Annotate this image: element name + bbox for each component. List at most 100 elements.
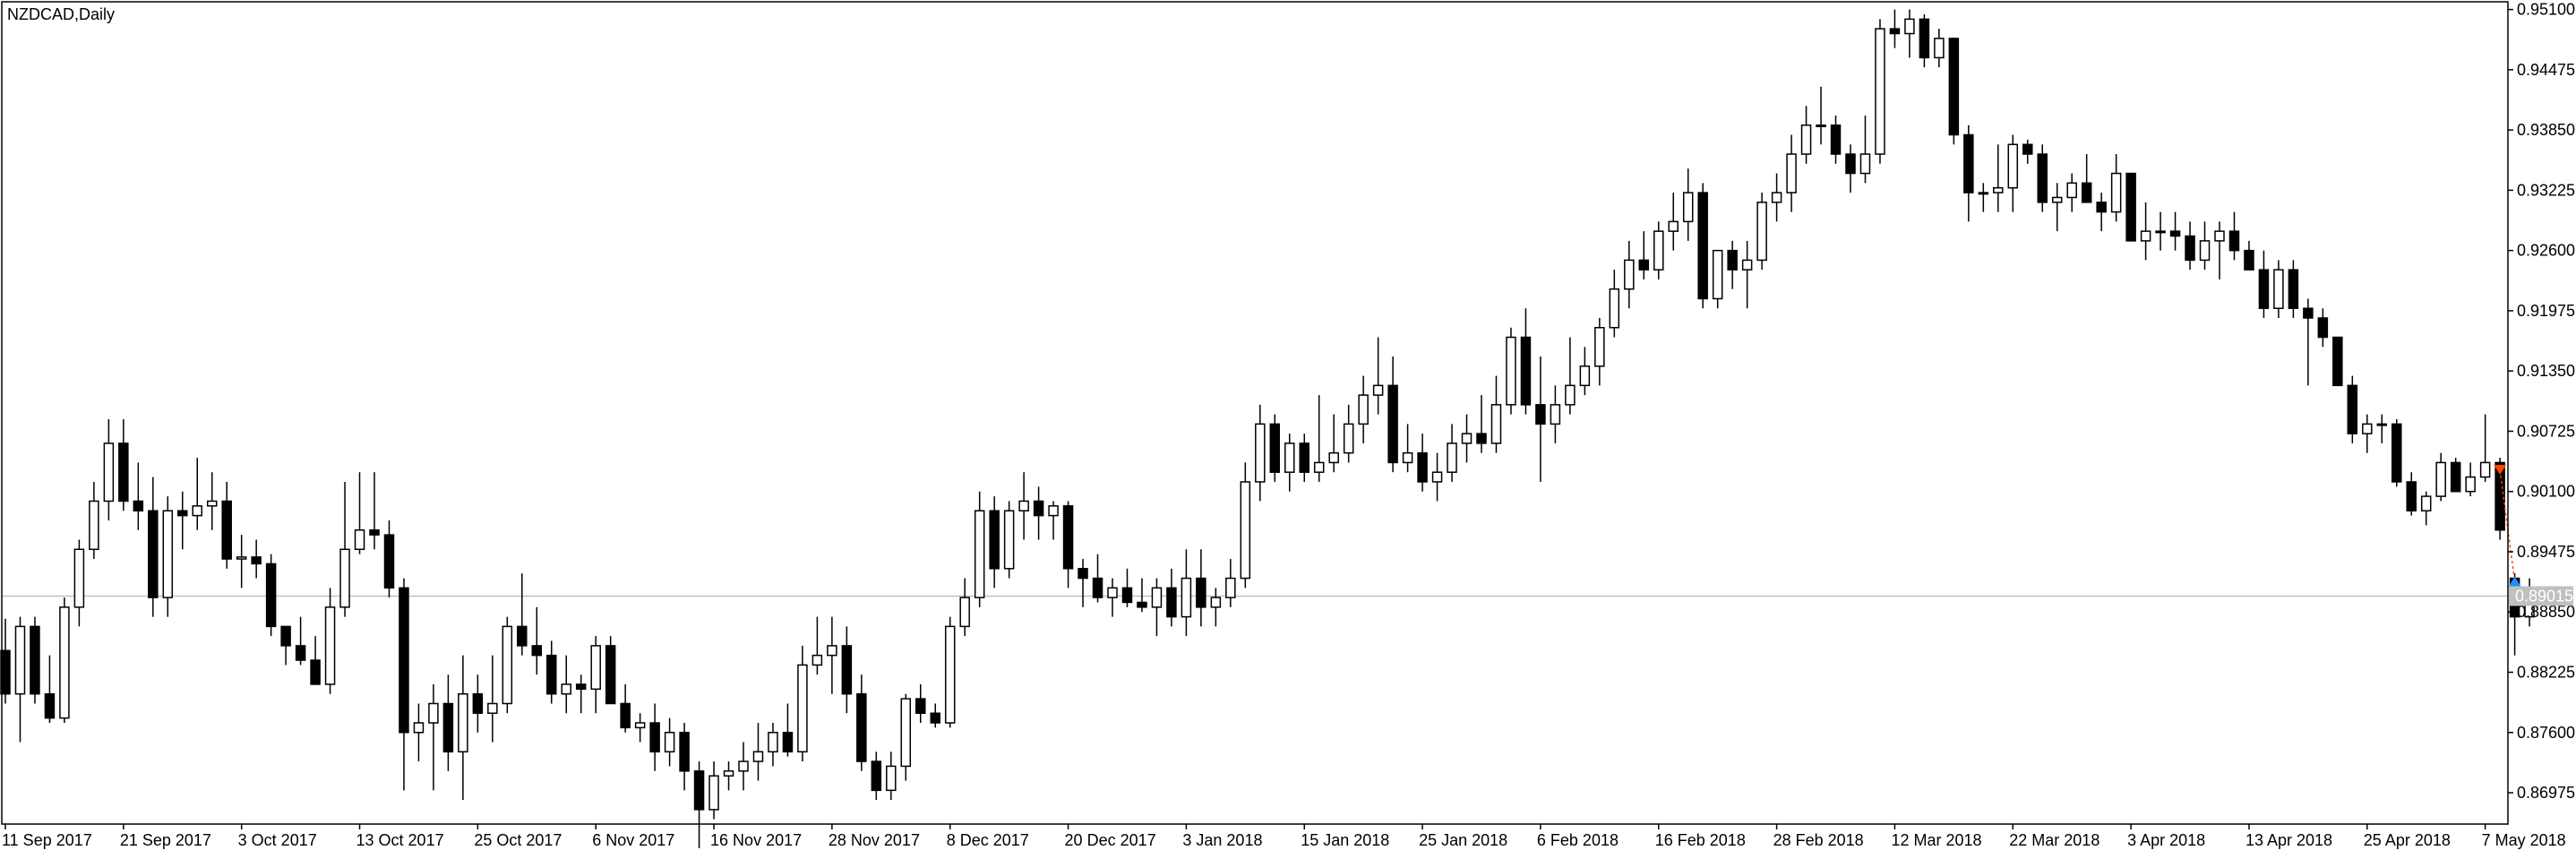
candle[interactable]: [1107, 578, 1118, 617]
candle[interactable]: [1859, 115, 1871, 184]
candle[interactable]: [1225, 559, 1236, 607]
candle[interactable]: [1875, 19, 1885, 164]
candle[interactable]: [2465, 462, 2476, 497]
candle[interactable]: [811, 616, 823, 675]
buy-arrow-icon[interactable]: [2508, 576, 2521, 587]
candle[interactable]: [2140, 202, 2151, 261]
candle[interactable]: [1609, 270, 1620, 338]
candle[interactable]: [1682, 168, 1694, 241]
candle[interactable]: [531, 606, 543, 675]
candle[interactable]: [44, 655, 56, 723]
candle[interactable]: [295, 616, 306, 666]
candle[interactable]: [2450, 458, 2461, 493]
candle[interactable]: [1240, 462, 1251, 588]
candle[interactable]: [723, 761, 734, 791]
candle[interactable]: [2110, 154, 2122, 222]
candle[interactable]: [1092, 554, 1103, 603]
candle[interactable]: [103, 418, 115, 520]
candle[interactable]: [1166, 568, 1177, 627]
candle[interactable]: [2007, 134, 2019, 212]
candle[interactable]: [782, 703, 794, 757]
candle[interactable]: [974, 491, 985, 607]
candle[interactable]: [1358, 375, 1369, 443]
candle[interactable]: [1919, 13, 1930, 68]
candle[interactable]: [2435, 452, 2446, 502]
candle[interactable]: [399, 578, 409, 791]
candle[interactable]: [221, 481, 232, 569]
candle[interactable]: [2022, 139, 2033, 164]
candle[interactable]: [428, 683, 439, 791]
candle[interactable]: [1741, 240, 1753, 309]
candle[interactable]: [693, 761, 705, 848]
candle[interactable]: [1313, 395, 1325, 482]
candle[interactable]: [1387, 356, 1398, 473]
candle[interactable]: [1993, 144, 2004, 212]
candle[interactable]: [206, 472, 218, 530]
candle[interactable]: [1196, 549, 1206, 627]
candle[interactable]: [369, 472, 380, 550]
candle[interactable]: [2214, 221, 2225, 279]
candle[interactable]: [1299, 434, 1309, 482]
candle[interactable]: [2376, 414, 2388, 443]
candle[interactable]: [2391, 418, 2402, 487]
candle[interactable]: [1447, 424, 1457, 482]
candle[interactable]: [502, 616, 513, 714]
candle[interactable]: [1431, 452, 1443, 502]
candle[interactable]: [30, 616, 40, 704]
candle[interactable]: [2317, 308, 2329, 348]
candle[interactable]: [2169, 211, 2181, 251]
candle[interactable]: [458, 655, 468, 801]
candle[interactable]: [1550, 385, 1561, 443]
candle[interactable]: [1490, 375, 1502, 453]
candle[interactable]: [1727, 240, 1738, 289]
candle[interactable]: [1343, 404, 1354, 463]
candle[interactable]: [797, 645, 808, 762]
candle[interactable]: [1594, 317, 1605, 386]
candle[interactable]: [354, 472, 365, 554]
candle[interactable]: [2081, 154, 2092, 203]
candle[interactable]: [1269, 414, 1281, 482]
candle[interactable]: [605, 636, 616, 705]
candle[interactable]: [280, 625, 291, 666]
candle[interactable]: [871, 752, 882, 801]
candle[interactable]: [192, 458, 202, 530]
price-axis[interactable]: 0.95100 0.94475 0.93850 0.93225 0.92600 0.919…: [2508, 1, 2575, 802]
candle[interactable]: [324, 588, 336, 694]
candle[interactable]: [620, 683, 631, 733]
time-axis[interactable]: 11 Sep 2017 21 Sep 2017 3 Oct 2017 13 Oct 2…: [2, 824, 2566, 849]
candle[interactable]: [2258, 250, 2270, 318]
candle[interactable]: [575, 674, 587, 714]
candle[interactable]: [1181, 549, 1192, 637]
candle[interactable]: [2037, 144, 2048, 212]
candle[interactable]: [1653, 221, 1664, 279]
candle[interactable]: [2273, 260, 2284, 318]
candle[interactable]: [1624, 240, 1635, 309]
candle[interactable]: [1417, 434, 1428, 492]
candle[interactable]: [1845, 144, 1856, 193]
candle[interactable]: [517, 573, 528, 656]
candle[interactable]: [2332, 336, 2343, 387]
candle[interactable]: [1506, 327, 1516, 415]
candle[interactable]: [1948, 38, 1960, 145]
candle[interactable]: [1003, 501, 1015, 579]
candle[interactable]: [14, 616, 26, 743]
candle[interactable]: [1078, 559, 1088, 607]
candle[interactable]: [148, 477, 159, 617]
candle[interactable]: [546, 640, 557, 704]
candle[interactable]: [1816, 86, 1826, 145]
candle[interactable]: [841, 626, 853, 714]
candle[interactable]: [1284, 434, 1295, 492]
candle[interactable]: [1328, 414, 1339, 473]
candle[interactable]: [1535, 356, 1546, 482]
candle[interactable]: [664, 717, 675, 767]
candle[interactable]: [1402, 424, 1413, 473]
candle[interactable]: [1800, 106, 1812, 164]
candle[interactable]: [900, 693, 912, 781]
candle[interactable]: [1638, 231, 1650, 279]
candle[interactable]: [1889, 9, 1901, 48]
candle[interactable]: [959, 578, 970, 637]
candle[interactable]: [1963, 125, 1974, 222]
candle[interactable]: [886, 752, 897, 801]
candle[interactable]: [339, 481, 350, 617]
candle[interactable]: [1978, 183, 1989, 212]
